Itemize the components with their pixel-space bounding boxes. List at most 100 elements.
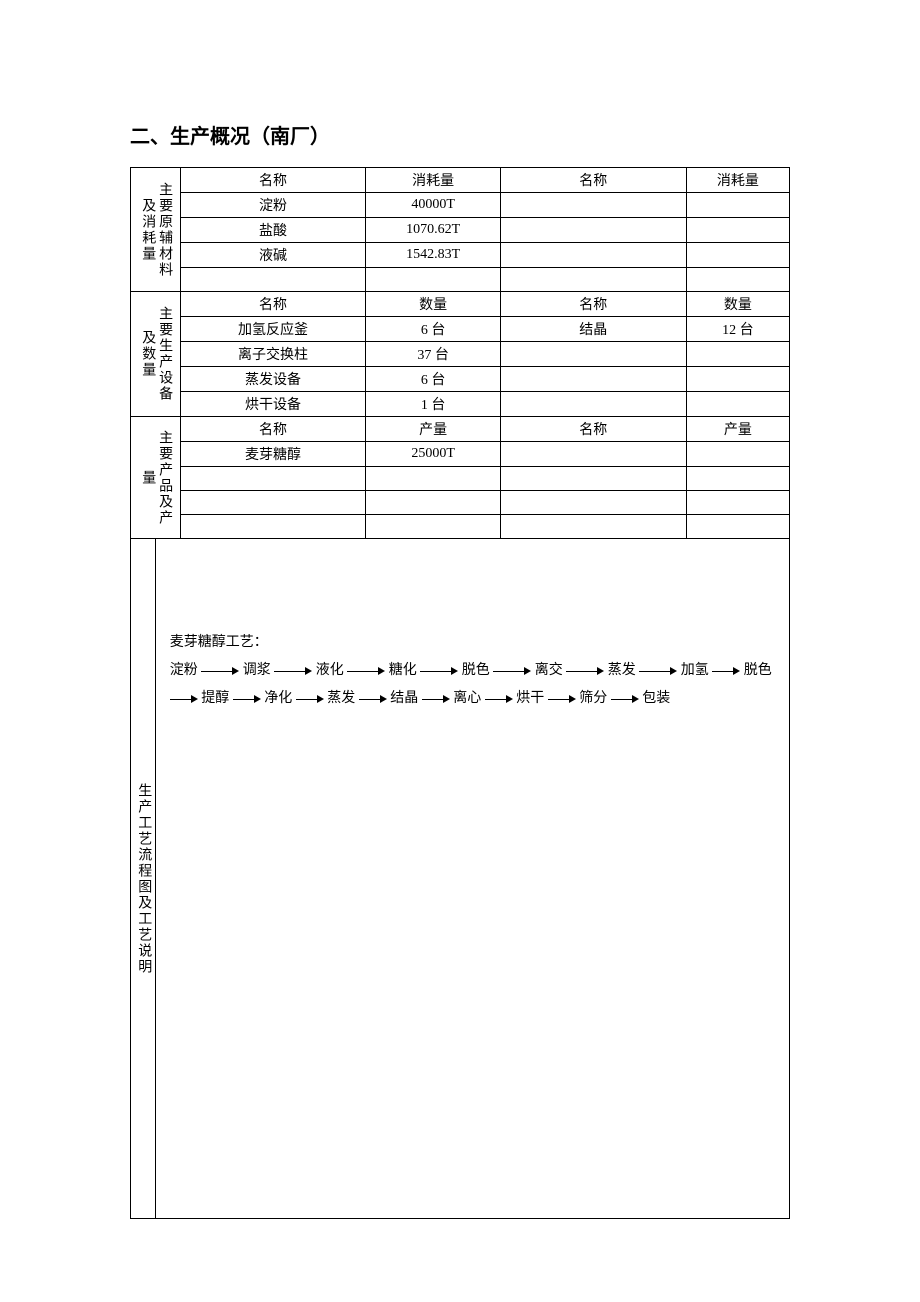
arrow-icon [548, 694, 576, 704]
process-step: 净化 [264, 691, 292, 706]
process-step: 蒸发 [608, 663, 636, 678]
s3-h2: 名称 [500, 417, 686, 442]
process-step: 筛分 [579, 691, 607, 706]
s1-h3: 消耗量 [686, 168, 789, 193]
s2-h2: 名称 [500, 292, 686, 317]
arrow-icon [566, 666, 604, 676]
table-cell: 1 台 [366, 392, 500, 417]
table-cell [500, 491, 686, 515]
arrow-icon [201, 666, 239, 676]
process-step: 包装 [642, 691, 670, 706]
table-cell [500, 243, 686, 268]
table-cell: 淀粉 [180, 193, 366, 218]
table-cell: 37 台 [366, 342, 500, 367]
arrow-icon [347, 666, 385, 676]
table-cell [500, 367, 686, 392]
table-cell: 1070.62T [366, 218, 500, 243]
table-cell: 盐酸 [180, 218, 366, 243]
table-cell: 25000T [366, 442, 500, 467]
s3-h0: 名称 [180, 417, 366, 442]
table-cell [366, 491, 500, 515]
process-step: 离交 [535, 663, 563, 678]
table-cell [686, 392, 789, 417]
arrow-icon [712, 666, 740, 676]
table-cell [500, 342, 686, 367]
arrow-icon [420, 666, 458, 676]
table-cell [686, 193, 789, 218]
table-cell [500, 218, 686, 243]
section2-label: 主要生产设备及数量 [131, 292, 181, 417]
table-cell [686, 515, 789, 539]
section3-label: 主要产品及产量 [131, 417, 181, 539]
table-cell [180, 467, 366, 491]
s1-h2: 名称 [500, 168, 686, 193]
s1-h1: 消耗量 [366, 168, 500, 193]
section1-label: 主要原辅材料及消耗量 [131, 168, 181, 292]
table-cell [686, 367, 789, 392]
s1-h0: 名称 [180, 168, 366, 193]
s2-h3: 数量 [686, 292, 789, 317]
process-flow-cell: 麦芽糖醇工艺： 淀粉 调浆 液化 糖化 脱色 离交 蒸发 加氢 脱色 提醇 净化… [155, 539, 789, 1219]
table-cell [366, 268, 500, 292]
arrow-icon [233, 694, 261, 704]
table-cell [686, 467, 789, 491]
process-flow: 淀粉 调浆 液化 糖化 脱色 离交 蒸发 加氢 脱色 提醇 净化 蒸发 结晶 离… [170, 657, 775, 713]
process-step: 加氢 [681, 663, 709, 678]
table-cell: 麦芽糖醇 [180, 442, 366, 467]
table-cell: 蒸发设备 [180, 367, 366, 392]
process-title: 麦芽糖醇工艺： [170, 629, 775, 657]
table-cell [686, 442, 789, 467]
table-cell [180, 491, 366, 515]
table-cell: 40000T [366, 193, 500, 218]
table-cell: 6 台 [366, 317, 500, 342]
process-step: 调浆 [243, 663, 271, 678]
table-cell [500, 392, 686, 417]
table-cell: 液碱 [180, 243, 366, 268]
process-step: 提醇 [201, 691, 229, 706]
arrow-icon [639, 666, 677, 676]
process-step: 脱色 [462, 663, 490, 678]
s2-h1: 数量 [366, 292, 500, 317]
arrow-icon [485, 694, 513, 704]
arrow-icon [359, 694, 387, 704]
table-cell: 1542.83T [366, 243, 500, 268]
table-cell [500, 467, 686, 491]
s3-h3: 产量 [686, 417, 789, 442]
process-step: 结晶 [390, 691, 418, 706]
table-cell [500, 442, 686, 467]
s2-h0: 名称 [180, 292, 366, 317]
process-step: 液化 [316, 663, 344, 678]
arrow-icon [274, 666, 312, 676]
table-cell: 烘干设备 [180, 392, 366, 417]
table-cell [686, 491, 789, 515]
s3-h1: 产量 [366, 417, 500, 442]
table-cell [500, 193, 686, 218]
table-cell [686, 342, 789, 367]
process-step: 烘干 [516, 691, 544, 706]
process-step: 淀粉 [170, 663, 198, 678]
arrow-icon [296, 694, 324, 704]
process-step: 蒸发 [327, 691, 355, 706]
table-cell [686, 218, 789, 243]
arrow-icon [170, 694, 198, 704]
table-cell [366, 467, 500, 491]
arrow-icon [422, 694, 450, 704]
table-cell: 结晶 [500, 317, 686, 342]
table-cell [366, 515, 500, 539]
main-table: 主要原辅材料及消耗量 名称 消耗量 名称 消耗量 淀粉 40000T 盐酸 10… [130, 167, 790, 1219]
arrow-icon [493, 666, 531, 676]
table-cell [500, 515, 686, 539]
table-cell: 12 台 [686, 317, 789, 342]
table-cell: 6 台 [366, 367, 500, 392]
table-cell [686, 243, 789, 268]
page-title: 二、生产概况（南厂） [130, 120, 790, 149]
table-cell: 离子交换柱 [180, 342, 366, 367]
process-step: 离心 [453, 691, 481, 706]
process-step: 脱色 [744, 663, 772, 678]
table-cell [686, 268, 789, 292]
process-step: 糖化 [389, 663, 417, 678]
table-cell [180, 268, 366, 292]
arrow-icon [611, 694, 639, 704]
section4-label: 生产工艺流程图及工艺说明 [131, 539, 156, 1219]
table-cell [180, 515, 366, 539]
